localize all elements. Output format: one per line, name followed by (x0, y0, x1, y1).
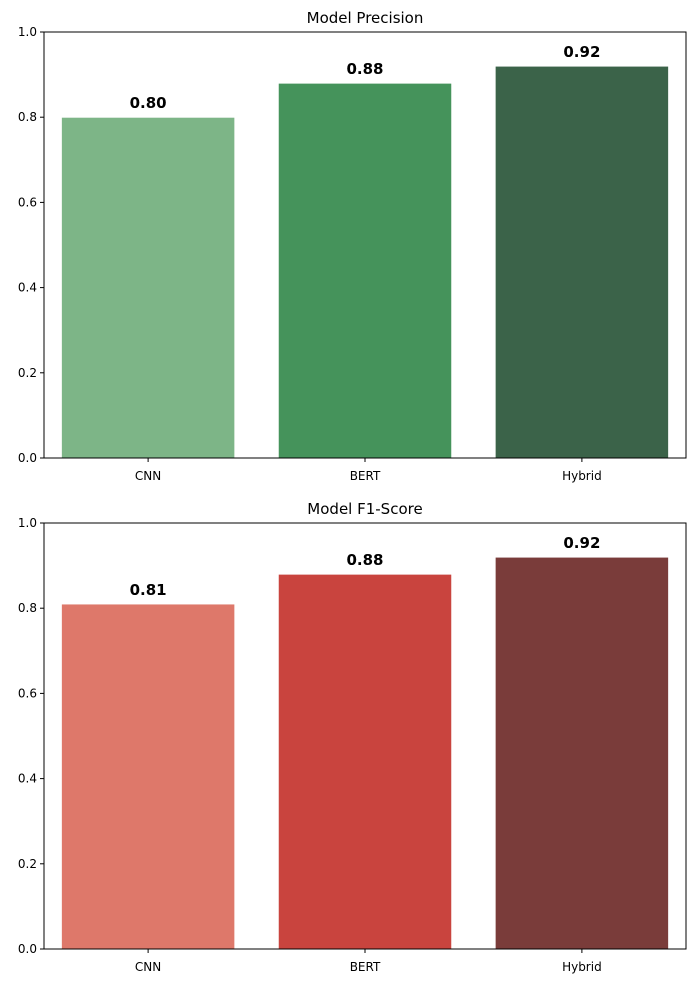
bar-cnn (60, 116, 236, 459)
x-tick-label-cnn: CNN (135, 469, 161, 483)
y-tick-label: 0.0 (18, 942, 37, 956)
y-tick-label: 0.2 (18, 366, 37, 380)
y-tick-label: 0.6 (18, 195, 37, 209)
bar-hybrid (494, 556, 670, 950)
x-tick-label-hybrid: Hybrid (562, 960, 602, 974)
chart-title: Model Precision (307, 9, 424, 27)
f1-score-chart: Model F1-Score 0.81 CNN 0.88 BERT 0.92 Hybrid 0… (18, 500, 687, 974)
value-label-hybrid: 0.92 (563, 534, 600, 552)
chart-title: Model F1-Score (307, 500, 422, 518)
bar-bert (277, 82, 453, 459)
bar-cnn (60, 603, 236, 950)
bar-bert (277, 573, 453, 950)
y-tick-label: 1.0 (18, 516, 37, 530)
value-label-hybrid: 0.92 (563, 43, 600, 61)
y-tick-label: 0.0 (18, 451, 37, 465)
axes-frame (43, 31, 687, 459)
y-tick-label: 0.8 (18, 601, 37, 615)
precision-chart: Model Precision 0.80 CNN 0.88 BERT 0.92 Hybrid… (18, 9, 687, 483)
x-tick-label-bert: BERT (350, 469, 381, 483)
bar-hybrid (494, 65, 670, 459)
value-label-cnn: 0.81 (130, 581, 167, 599)
y-tick-label: 0.2 (18, 857, 37, 871)
y-tick-label: 0.8 (18, 110, 37, 124)
x-tick-label-hybrid: Hybrid (562, 469, 602, 483)
y-tick-label: 0.4 (18, 772, 37, 786)
value-label-bert: 0.88 (346, 551, 383, 569)
axes-frame (43, 522, 687, 950)
value-label-cnn: 0.80 (130, 94, 167, 112)
y-tick-label: 0.6 (18, 686, 37, 700)
value-label-bert: 0.88 (346, 60, 383, 78)
x-tick-label-cnn: CNN (135, 960, 161, 974)
x-tick-label-bert: BERT (350, 960, 381, 974)
y-tick-label: 0.4 (18, 281, 37, 295)
y-tick-label: 1.0 (18, 25, 37, 39)
